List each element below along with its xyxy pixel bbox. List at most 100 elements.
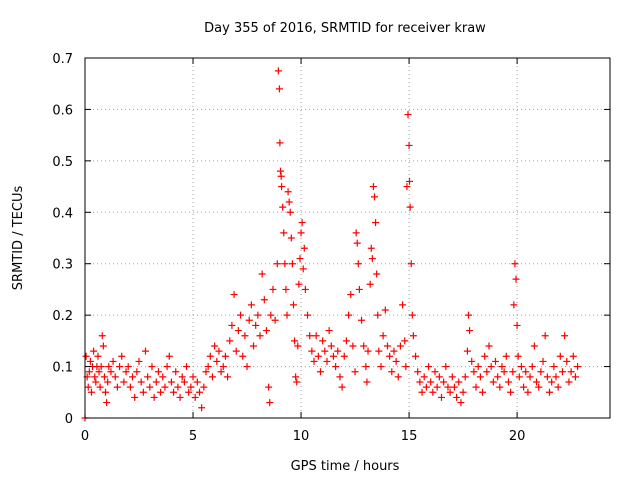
data-point: [285, 198, 293, 206]
data-point: [404, 111, 412, 119]
data-point: [327, 342, 335, 350]
data-point: [105, 363, 113, 371]
data-point: [500, 368, 508, 376]
data-point: [498, 363, 506, 371]
data-point: [301, 285, 309, 293]
y-tick-label: 0.1: [52, 361, 73, 376]
data-point: [372, 219, 380, 227]
data-point: [374, 311, 382, 319]
data-point: [377, 363, 385, 371]
data-point: [111, 373, 119, 381]
data-point: [118, 352, 126, 360]
data-point: [154, 368, 162, 376]
data-point: [178, 373, 186, 381]
data-point: [277, 167, 285, 175]
data-point: [202, 368, 210, 376]
data-point: [113, 383, 121, 391]
data-point: [383, 342, 391, 350]
y-tick-label: 0.5: [52, 155, 73, 170]
y-axis-tick-labels: 0 0.1 0.2 0.3 0.4 0.5 0.6 0.7: [52, 52, 73, 427]
data-point: [494, 373, 502, 381]
data-point: [163, 363, 171, 371]
data-point: [396, 342, 404, 350]
data-point: [228, 321, 236, 329]
data-point: [526, 373, 534, 381]
data-point: [514, 352, 522, 360]
data-point: [274, 67, 282, 75]
data-point: [342, 337, 350, 345]
data-point: [279, 203, 287, 211]
data-point: [275, 85, 283, 93]
data-point: [191, 393, 199, 401]
data-point: [347, 291, 355, 299]
data-point: [219, 363, 227, 371]
data-point: [241, 332, 249, 340]
data-point: [435, 373, 443, 381]
data-point: [431, 368, 439, 376]
data-point: [366, 280, 374, 288]
data-point: [217, 368, 225, 376]
data-point: [122, 368, 130, 376]
data-point: [266, 399, 274, 407]
data-point: [146, 383, 154, 391]
data-point: [252, 321, 260, 329]
data-point: [299, 265, 307, 273]
data-point: [470, 368, 478, 376]
data-point: [239, 352, 247, 360]
data-point: [420, 373, 428, 381]
data-point: [369, 183, 377, 191]
data-point: [319, 337, 327, 345]
data-point: [296, 255, 304, 263]
x-axis-tick-labels: 0 5 10 15 20: [81, 429, 526, 444]
data-point: [131, 393, 139, 401]
data-point: [247, 301, 255, 309]
data-point: [354, 260, 362, 268]
data-point: [510, 301, 518, 309]
data-point: [528, 363, 536, 371]
data-point: [563, 357, 571, 365]
data-point: [416, 378, 424, 386]
data-point: [124, 363, 132, 371]
data-point: [446, 388, 454, 396]
data-point: [321, 347, 329, 355]
data-point: [185, 388, 193, 396]
data-point: [406, 177, 414, 185]
data-point: [167, 378, 175, 386]
data-point: [99, 342, 107, 350]
data-point: [511, 260, 519, 268]
data-point: [345, 311, 353, 319]
data-point: [476, 373, 484, 381]
data-point: [427, 378, 435, 386]
data-point: [133, 368, 141, 376]
data-point: [481, 352, 489, 360]
data-point: [109, 357, 117, 365]
data-point: [412, 352, 420, 360]
data-point: [402, 363, 410, 371]
data-point: [308, 347, 316, 355]
data-point: [84, 383, 92, 391]
data-point: [148, 363, 156, 371]
data-point: [170, 388, 178, 396]
y-tick-label: 0.4: [52, 206, 73, 221]
data-point: [399, 301, 407, 309]
data-point: [472, 383, 480, 391]
data-point: [196, 388, 204, 396]
data-point: [85, 368, 93, 376]
data-point: [187, 383, 195, 391]
data-point: [297, 229, 305, 237]
data-point: [292, 373, 300, 381]
data-point: [444, 383, 452, 391]
data-point: [567, 368, 575, 376]
data-point: [517, 363, 525, 371]
data-point: [388, 368, 396, 376]
data-point: [453, 393, 461, 401]
data-point: [92, 378, 100, 386]
data-point: [533, 378, 541, 386]
data-point: [541, 332, 549, 340]
data-point: [107, 368, 115, 376]
data-point: [556, 352, 564, 360]
data-points: [81, 67, 582, 422]
data-point: [224, 373, 232, 381]
data-point: [405, 141, 413, 149]
